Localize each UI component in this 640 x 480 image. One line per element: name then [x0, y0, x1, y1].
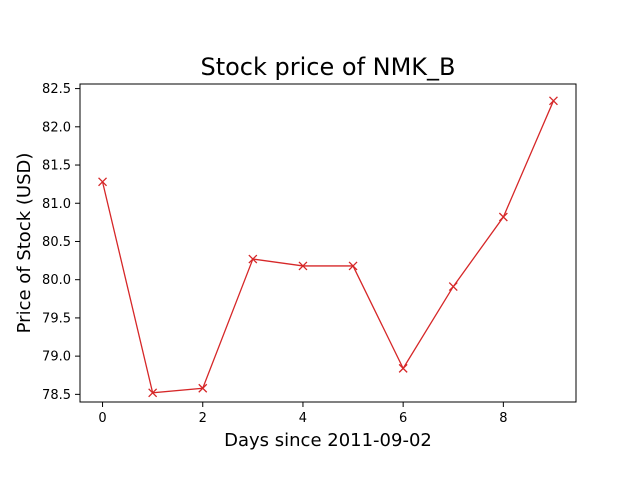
y-tick-label: 79.0: [42, 350, 71, 365]
data-point-marker: [448, 282, 458, 292]
plot-area: 0 2 4 6 8 78.5 79.0 79.5 80.0 80.5 81.0 81.5 82.0 82…: [42, 82, 577, 426]
y-tick-label: 82.0: [42, 120, 71, 135]
x-tick-label: 6: [399, 411, 407, 426]
y-tick-label: 81.0: [42, 197, 71, 212]
x-tick-label: 2: [199, 411, 207, 426]
data-point-marker: [198, 383, 208, 393]
data-point-marker: [398, 363, 408, 373]
data-point-marker: [548, 96, 558, 106]
y-tick-label: 80.0: [42, 273, 71, 288]
series-group: [98, 96, 558, 398]
x-tick-label: 8: [499, 411, 507, 426]
data-point-marker: [348, 261, 358, 271]
data-point-marker: [148, 388, 158, 398]
series-line: [101, 100, 555, 394]
y-tick-label: 78.5: [42, 388, 71, 403]
chart-title: Stock price of NMK_B: [200, 53, 455, 81]
y-axis-label: Price of Stock (USD): [14, 153, 35, 334]
x-axis-label: Days since 2011-09-02: [224, 430, 432, 451]
y-tick-label: 79.5: [42, 311, 71, 326]
data-point-marker: [298, 261, 308, 271]
plot-frame: [79, 83, 577, 403]
x-tick-label: 0: [98, 411, 106, 426]
data-point-marker: [248, 254, 258, 264]
x-axis: 0 2 4 6 8: [98, 402, 507, 426]
y-axis: 78.5 79.0 79.5 80.0 80.5 81.0 81.5 82.0 82.5: [42, 82, 80, 403]
data-point-marker: [498, 212, 508, 222]
y-tick-label: 81.5: [42, 159, 71, 174]
y-tick-label: 82.5: [42, 82, 71, 97]
data-point-marker: [98, 177, 108, 187]
x-tick-label: 4: [299, 411, 307, 426]
y-tick-label: 80.5: [42, 235, 71, 250]
